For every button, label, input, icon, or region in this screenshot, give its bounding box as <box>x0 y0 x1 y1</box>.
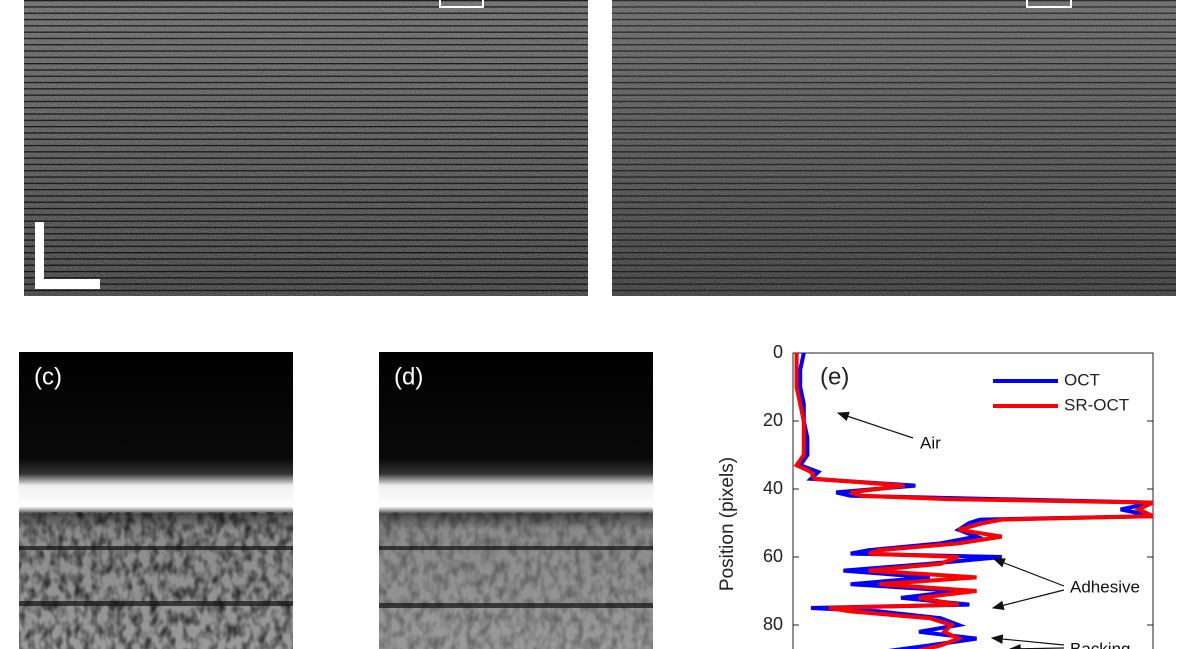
y-tick-label: 20 <box>763 410 783 430</box>
legend-label: OCT <box>1064 370 1100 389</box>
image-b <box>612 0 1176 296</box>
annotation-arrow <box>990 634 1065 646</box>
panel-label: (e) <box>820 363 849 390</box>
data-line <box>793 353 1154 649</box>
y-tick-label: 80 <box>763 614 783 634</box>
image-c: (c) <box>19 352 293 649</box>
y-tick-label: 60 <box>763 546 783 566</box>
annotation: Air <box>920 433 941 452</box>
image-a <box>24 0 588 296</box>
panel-label: (d) <box>394 363 423 390</box>
y-tick-label: 40 <box>763 478 783 498</box>
y-axis-label: Position (pixels) <box>717 457 738 591</box>
annotation-arrow <box>991 589 1065 610</box>
chart: 0 20 40 60 80 Position (pixels) (e) OCT SR-OCT Ai… <box>717 342 1154 649</box>
annotation: Adhesive <box>1070 577 1140 596</box>
annotation-arrow <box>992 558 1065 587</box>
annotation: Backing <box>1070 639 1130 649</box>
annotation-arrow <box>836 411 914 439</box>
legend-label: SR-OCT <box>1064 395 1129 414</box>
panel-label: (c) <box>34 363 62 390</box>
y-tick-label: 0 <box>773 342 783 362</box>
image-d: (d) <box>379 352 653 649</box>
